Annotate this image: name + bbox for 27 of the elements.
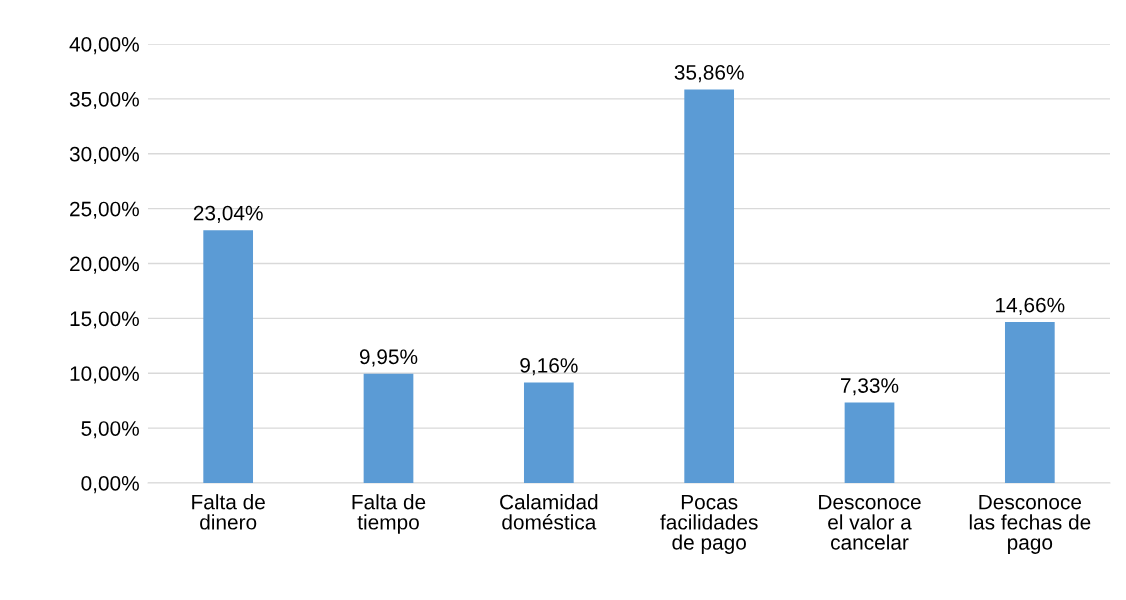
bar [203, 230, 254, 483]
x-tick-label: Desconoce las fechas de pago [969, 494, 1091, 554]
data-label: 14,66% [996, 297, 1065, 315]
y-tick-label: 15,00% [70, 311, 139, 329]
bar [684, 89, 735, 483]
x-tick-label: Pocas facilidades de pago [660, 494, 758, 554]
data-label: 9,95% [359, 349, 418, 367]
x-tick-label: Falta de tiempo [352, 494, 426, 534]
data-label: 23,04% [193, 205, 263, 223]
data-label: 7,33% [841, 378, 899, 396]
y-tick-label: 10,00% [70, 366, 139, 384]
y-tick-label: 40,00% [69, 37, 139, 55]
data-label: 35,86% [674, 65, 744, 83]
x-tick-label: Falta de dinero [192, 494, 265, 530]
x-tick-label: Calamidad doméstica [500, 494, 598, 530]
y-tick-label: 20,00% [70, 256, 139, 274]
y-tick-label: 25,00% [70, 201, 139, 219]
bar [363, 373, 414, 483]
y-tick-label: 5,00% [81, 421, 139, 439]
data-label: 9,16% [520, 358, 578, 376]
bar [1004, 322, 1055, 483]
bar [844, 402, 895, 483]
y-tick-label: 30,00% [69, 146, 139, 164]
bar [523, 382, 574, 483]
x-tick-label: Desconoce el valor a cancelar [819, 494, 921, 550]
y-tick-label: 35,00% [69, 91, 139, 110]
y-tick-label: 0,00% [81, 476, 139, 494]
